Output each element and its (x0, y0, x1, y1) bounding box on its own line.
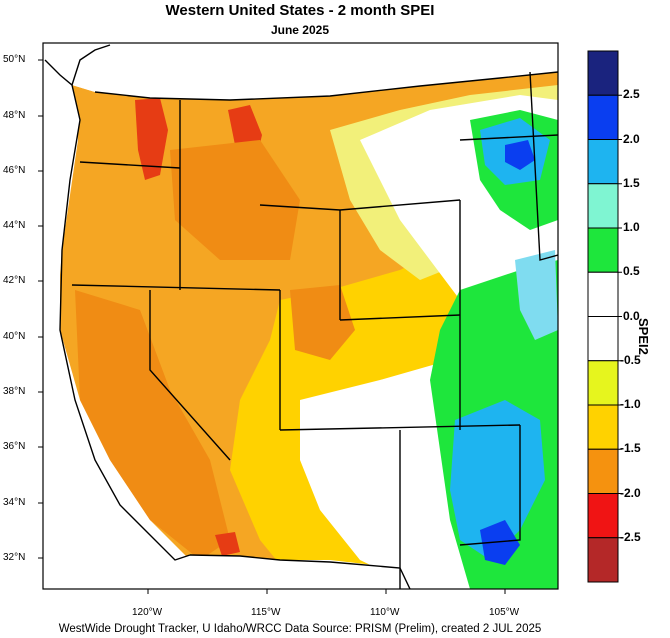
colorbar (587, 50, 622, 583)
lat-label: 40°N (3, 331, 26, 342)
colorbar-tick-label: -1.5 (620, 441, 641, 456)
colorbar-swatch (587, 493, 619, 539)
dry-orange-idaho (170, 140, 300, 260)
plains-border (529, 71, 558, 261)
colorbar-tick-label: 0.0 (623, 308, 640, 323)
lat-label: 32°N (3, 552, 26, 563)
lat-label: 46°N (3, 165, 26, 176)
mexico-area (175, 555, 420, 589)
colorbar-title: SPEI2 (636, 318, 651, 355)
lat-label: 42°N (3, 275, 26, 286)
us-mexico-border (189, 554, 411, 589)
lon-label: 105°W (489, 607, 520, 618)
colorbar-tick-label: -1.0 (620, 397, 641, 411)
lat-label: 48°N (3, 110, 26, 121)
colorbar-swatch (587, 271, 619, 317)
colorbar-swatch (587, 183, 619, 229)
colorbar-swatch (587, 227, 619, 273)
colorbar-tick-label: 0.5 (623, 264, 640, 279)
map-subtitle: June 2025 (270, 23, 330, 37)
pacific-ocean (43, 43, 200, 589)
data-credit: WestWide Drought Tracker, U Idaho/WRCC D… (58, 623, 542, 635)
nm-tx-border (459, 425, 521, 546)
lat-label: 50°N (3, 54, 26, 65)
colorbar-tick-label: 2.5 (623, 87, 640, 102)
lon-label: 110°W (370, 607, 400, 618)
colorbar-swatch (587, 404, 619, 450)
dry-red-california (215, 532, 240, 556)
dry-orange-california (75, 290, 230, 560)
plot-frame (42, 42, 559, 590)
wet-blue-core-north (505, 140, 535, 170)
colorbar-swatch (587, 94, 619, 140)
lon-label: 120°W (132, 607, 163, 618)
colorbar-swatch (587, 316, 619, 362)
colorbar-swatch (587, 50, 619, 96)
or-wa-border (79, 161, 181, 169)
colorbar-swatch (587, 360, 619, 406)
wet-blue-core-south (480, 520, 520, 565)
west-coastline (59, 84, 191, 561)
wet-cyan-east (515, 250, 558, 340)
dakota-border (459, 134, 558, 141)
us-canada-border (94, 71, 558, 101)
wy-co-border (339, 314, 461, 321)
boundary-lines (44, 44, 558, 589)
colorbar-swatch (587, 448, 619, 494)
lat-label: 44°N (3, 220, 26, 231)
colorbar-tick-label: -0.5 (620, 352, 641, 367)
colorbar-swatch (587, 537, 619, 583)
colorbar-tick-label: 1.5 (623, 175, 640, 190)
lat-label: 38°N (3, 386, 26, 397)
colorbar-tick-label: -2.0 (620, 485, 641, 500)
wet-cyan-south (450, 400, 545, 560)
dry-red-cascades (135, 98, 168, 180)
canada-area (43, 43, 558, 100)
lat-label: 36°N (3, 441, 26, 452)
nv-ca-border (149, 290, 231, 461)
lat-label: 34°N (3, 497, 26, 508)
axis-ticks (38, 59, 506, 594)
canada-coast (44, 44, 111, 87)
colorbar-swatch (587, 139, 619, 185)
colorbar-tick-label: 1.0 (623, 220, 640, 234)
lon-label: 115°W (251, 607, 281, 618)
dry-orange-utah (290, 285, 355, 360)
four-corners-border (279, 424, 521, 431)
or-ca-nv-border (71, 284, 281, 291)
colorbar-tick-label: -2.5 (620, 529, 641, 544)
colorbar-tick-label: 2.0 (623, 131, 640, 146)
map-title: Western United States - 2 month SPEI (165, 2, 435, 19)
